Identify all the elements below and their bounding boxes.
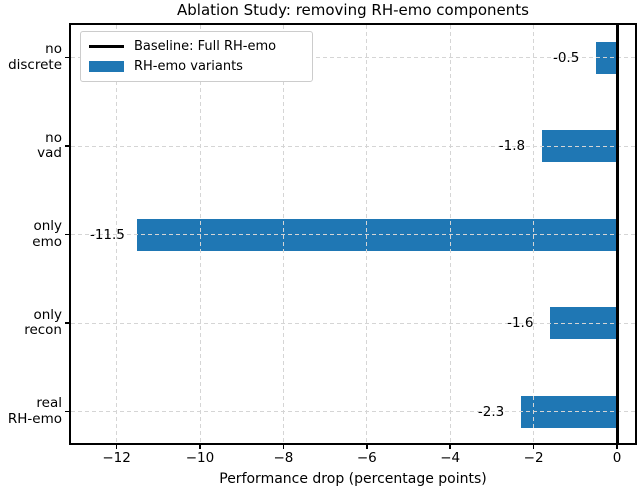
y-tick-label-line: real	[36, 395, 62, 411]
baseline-line	[615, 23, 619, 444]
x-tick-label: −8	[273, 450, 294, 466]
x-tick-mark	[449, 445, 451, 449]
plot-spine-bottom	[69, 443, 637, 445]
x-tick-label: −4	[440, 450, 461, 466]
y-tick-label-line: no	[45, 41, 62, 57]
y-tick-label: no vad	[2, 129, 62, 162]
y-tick-mark	[65, 145, 70, 147]
gridline-x	[533, 25, 535, 443]
x-tick-mark	[532, 445, 535, 449]
gridline-y	[71, 145, 635, 147]
y-tick-label-line: no	[45, 129, 62, 146]
x-tick-label: −6	[356, 450, 377, 466]
x-tick-label: −12	[102, 450, 131, 466]
x-tick-mark	[282, 445, 285, 449]
y-tick-label-line: vad	[37, 145, 62, 161]
y-tick-label: only recon	[2, 306, 62, 339]
x-tick-mark	[366, 445, 368, 449]
y-tick-mark	[65, 56, 70, 59]
gridline-y	[71, 411, 635, 412]
y-tick-label-line: only	[33, 218, 62, 234]
y-tick-label-line: discrete	[8, 56, 62, 73]
x-tick-label: −10	[185, 450, 215, 466]
x-axis-label: Performance drop (percentage points)	[219, 471, 487, 487]
plot-spine-right	[635, 23, 637, 445]
gridline-x	[449, 25, 451, 443]
gridline-x	[366, 25, 368, 443]
gridline-x	[199, 25, 201, 443]
y-tick-label-line: RH-emo	[7, 410, 62, 427]
baseline-line-sample-icon	[89, 44, 124, 48]
y-tick-label-line: emo	[32, 233, 62, 250]
x-tick-label: 0	[612, 450, 622, 466]
y-tick-mark	[65, 410, 70, 413]
gridline-x	[282, 25, 284, 443]
gridline-x	[116, 25, 118, 443]
legend-entry-baseline: Baseline: Full RH-emo	[89, 37, 304, 56]
bar-value-label: -1.6	[507, 315, 534, 331]
y-tick-mark	[65, 233, 70, 236]
legend-entry-variants: RH-emo variants	[89, 57, 304, 76]
y-tick-label-line: recon	[24, 322, 62, 338]
x-tick-mark	[199, 445, 201, 449]
bar-value-label: -1.8	[498, 138, 526, 154]
chart-title: Ablation Study: removing RH-emo componen…	[177, 1, 529, 19]
x-tick-mark	[616, 445, 618, 449]
gridline-y	[71, 322, 635, 324]
gridline-y	[71, 57, 635, 58]
gridline-y	[71, 234, 635, 235]
legend-label: RH-emo variants	[134, 59, 243, 75]
legend: Baseline: Full RH-emo RH-emo variants	[80, 31, 313, 82]
bar-value-label: -2.3	[477, 403, 505, 420]
plot-spine-top	[69, 23, 637, 25]
bar-value-label: -11.5	[89, 226, 125, 243]
y-tick-label: only emo	[2, 218, 62, 250]
plot-spine-left	[69, 23, 71, 445]
bar-value-label: -0.5	[552, 49, 580, 66]
legend-label: Baseline: Full RH-emo	[134, 38, 277, 54]
x-tick-label: −2	[523, 450, 544, 466]
y-tick-mark	[65, 322, 70, 324]
y-tick-label: no discrete	[2, 41, 62, 73]
bar-patch-sample-icon	[89, 61, 124, 73]
x-tick-mark	[115, 445, 118, 449]
y-tick-label-line: only	[33, 306, 62, 323]
y-tick-label: real RH-emo	[2, 395, 62, 427]
